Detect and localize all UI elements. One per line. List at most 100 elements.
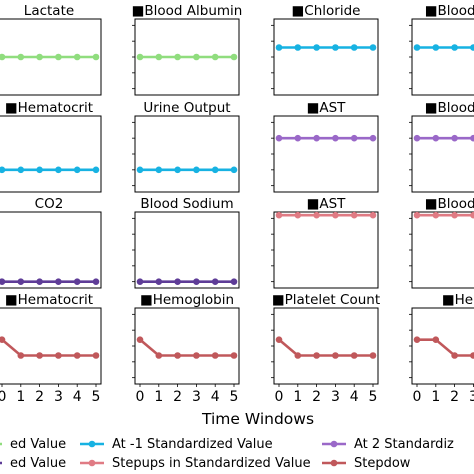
data-point [432,336,440,343]
data-point [470,44,474,51]
data-point [73,166,81,174]
data-point [136,53,144,61]
subplot-title: ■Hematocrit [5,100,93,116]
x-axis-label: Time Windows [201,410,314,428]
subplot-frame [411,115,474,193]
x-tick-label: 5 [92,389,101,405]
subplot-title: ■AST [307,196,347,212]
subplot-title: ■Hemoglobin [140,292,234,308]
data-point [155,166,163,174]
data-point [136,166,144,174]
data-point [332,352,339,359]
data-point [211,278,219,285]
data-point [332,134,339,142]
subplot-frame [134,307,240,385]
data-point [413,336,421,343]
data-point [275,336,283,343]
data-point [174,352,181,359]
data-point [294,211,302,219]
subplot-title: CO2 [35,196,64,212]
chart-panels: Lactate ■Blood Albumin ■Chloride ■Blood Ure… [0,3,474,405]
data-point [451,134,458,142]
data-point [211,352,219,359]
data-point [73,352,81,359]
data-point [470,211,474,219]
data-point [230,166,238,174]
subplot-frame [273,115,379,193]
data-point [313,44,320,51]
chart-legend: ed Value At -1 Standardized Value At 2 Sta… [0,437,454,471]
data-point [332,44,339,51]
data-point [369,134,377,142]
data-point [155,352,163,359]
data-point [17,278,25,285]
data-point [193,166,200,174]
data-point [470,134,474,142]
x-tick-label: 0 [413,389,422,405]
subplot-panel: ■Hemoglobin 0 1 2 3 4 5 [132,292,240,405]
x-tick-label: 0 [0,389,6,405]
subplot-title: ■Blood Ure [425,3,474,19]
subplot-panel: ■Blood Albumin [132,3,242,96]
data-point [211,53,219,61]
x-tick-label: 5 [230,389,239,405]
subplot-title: ■Blood Ure [425,100,474,116]
data-point [0,278,6,285]
data-point [0,336,6,343]
data-point [432,211,440,219]
x-tick-label: 3 [331,389,340,405]
data-point [313,211,320,219]
subplot-title: ■Hem [442,292,474,308]
subplot-frame [0,307,102,385]
data-point [92,53,100,61]
x-tick-label: 3 [192,389,201,405]
subplot-frame [134,115,240,193]
x-tick-label: 4 [350,389,359,405]
data-point [294,134,302,142]
series-line [139,338,234,357]
subplot-frame [273,211,379,289]
subplot-frame [0,115,102,193]
data-point [230,352,238,359]
data-point [55,352,62,359]
data-point [451,352,458,359]
series-line [278,338,373,357]
legend-entry: At 2 Standardiz [322,437,454,452]
legend-label: ed Value [10,437,66,452]
data-point [174,166,181,174]
x-tick-label: 0 [275,389,284,405]
x-tick-label: 2 [450,389,459,405]
subplot-title: Blood Sodium [140,196,233,212]
data-point [136,336,144,343]
data-point [174,53,181,61]
subplot-panel: ■Platelet Count 0 1 2 3 4 5 [271,292,380,405]
subplot-frame [273,307,379,385]
data-point [92,352,100,359]
subplot-panel: ■Blood Ure [409,100,474,193]
x-tick-label: 5 [369,389,378,405]
data-point [432,44,440,51]
data-point [155,53,163,61]
x-tick-label: 2 [173,389,182,405]
legend-swatch-marker [330,440,338,448]
data-point [230,278,238,285]
series-line [1,338,96,357]
x-tick-label: 2 [35,389,44,405]
legend-entry: At -1 Standardized Value [80,437,273,452]
legend-label: Stepdow [354,456,411,471]
subplot-panel: ■Hem012345 [409,292,474,405]
data-point [369,211,377,219]
data-point [55,278,62,285]
data-point [275,134,283,142]
legend-label: At -1 Standardized Value [112,437,273,452]
subplot-frame [134,211,240,289]
legend-entry: Stepdow [322,456,411,471]
data-point [275,211,283,219]
data-point [36,278,43,285]
x-tick-label: 1 [431,389,440,405]
data-point [17,166,25,174]
data-point [413,44,421,51]
data-point [350,44,358,51]
data-point [73,278,81,285]
